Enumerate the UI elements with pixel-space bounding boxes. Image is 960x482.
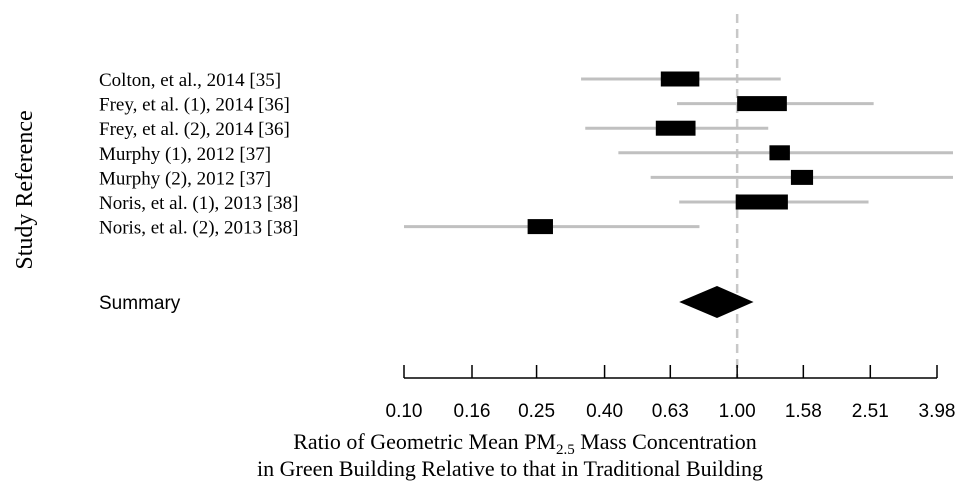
estimate-box (660, 71, 700, 87)
study-row: Noris, et al. (2), 2013 [38] (99, 218, 700, 239)
x-tick-label: 0.10 (386, 401, 423, 422)
estimate-box (769, 145, 790, 161)
estimate-box (655, 120, 696, 136)
study-row: Frey, et al. (1), 2014 [36] (99, 95, 874, 116)
x-axis-label-line1: Ratio of Geometric Mean PM2.5 Mass Conce… (293, 429, 757, 458)
study-label: Noris, et al. (1), 2013 [38] (99, 193, 298, 214)
study-label: Frey, et al. (2), 2014 [36] (99, 119, 290, 140)
study-label: Murphy (2), 2012 [37] (99, 168, 271, 189)
x-tick-label: 0.40 (586, 401, 623, 422)
study-row: Frey, et al. (2), 2014 [36] (99, 119, 769, 140)
study-row: Noris, et al. (1), 2013 [38] (99, 193, 869, 214)
study-label: Colton, et al., 2014 [35] (99, 70, 281, 91)
summary-label: Summary (99, 293, 181, 314)
x-tick-label: 0.25 (518, 401, 555, 422)
x-axis-label-line1-sub: 2.5 (556, 442, 575, 458)
x-axis-label-line1-pre: Ratio of Geometric Mean PM (293, 429, 556, 454)
x-tick-label: 0.16 (454, 401, 491, 422)
study-label: Murphy (1), 2012 [37] (99, 144, 271, 165)
study-row: Colton, et al., 2014 [35] (99, 70, 781, 91)
study-row: Murphy (2), 2012 [37] (99, 168, 953, 189)
estimate-box (790, 169, 814, 185)
study-label: Frey, et al. (1), 2014 [36] (99, 95, 290, 116)
estimate-box (527, 219, 553, 235)
x-tick-label: 1.58 (785, 401, 822, 422)
y-axis-label: Study Reference (12, 110, 38, 269)
summary-row: Summary (99, 286, 754, 318)
x-axis-label-line1-post: Mass Concentration (575, 429, 757, 454)
x-tick-label: 3.98 (919, 401, 956, 422)
estimate-box (737, 96, 787, 112)
x-axis: 0.10 0.16 0.25 0.40 0.63 1.00 1.58 2.51 3.98 (386, 365, 956, 422)
study-row: Murphy (1), 2012 [37] (99, 144, 953, 165)
x-tick-label: 1.00 (719, 401, 756, 422)
x-tick-label: 0.63 (652, 401, 689, 422)
x-tick-label: 2.51 (852, 401, 889, 422)
x-axis-label-line2: in Green Building Relative to that in Tr… (257, 456, 763, 481)
estimate-box (735, 194, 788, 210)
study-label: Noris, et al. (2), 2013 [38] (99, 218, 298, 239)
study-rows: Colton, et al., 2014 [35] Frey, et al. (1… (99, 70, 953, 239)
summary-diamond (679, 286, 754, 318)
